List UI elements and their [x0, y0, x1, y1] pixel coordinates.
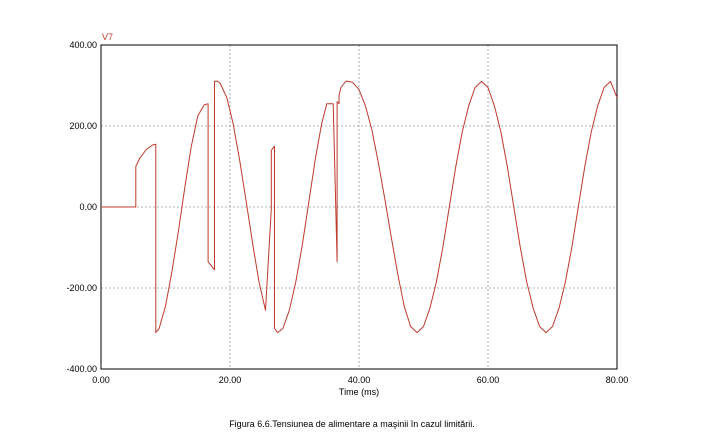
y-tick-label-0: -400.00: [66, 364, 97, 374]
grid-lines: [101, 45, 617, 369]
x-axis-title: Time (ms): [339, 387, 379, 397]
series-line-0: [101, 80, 618, 334]
y-tick-label-4: 400.00: [69, 40, 97, 50]
x-tick-label-4: 80.00: [606, 375, 629, 385]
series-layer: [101, 80, 618, 334]
y-tick-label-3: 200.00: [69, 121, 97, 131]
y-tick-label-2: 0.00: [79, 202, 97, 212]
series-label: V7: [102, 32, 113, 42]
y-tick-label-1: -200.00: [66, 283, 97, 293]
x-tick-label-0: 0.00: [92, 375, 110, 385]
tick-labels: 0.00 20.00 40.00 60.00 80.00 -400.00 -200.00 0.…: [66, 40, 628, 385]
x-tick-label-3: 60.00: [477, 375, 500, 385]
x-tick-label-1: 20.00: [219, 375, 242, 385]
x-tick-label-2: 40.00: [348, 375, 371, 385]
figure-caption: Figura 6.6.Tensiunea de alimentare a maş…: [229, 419, 475, 429]
